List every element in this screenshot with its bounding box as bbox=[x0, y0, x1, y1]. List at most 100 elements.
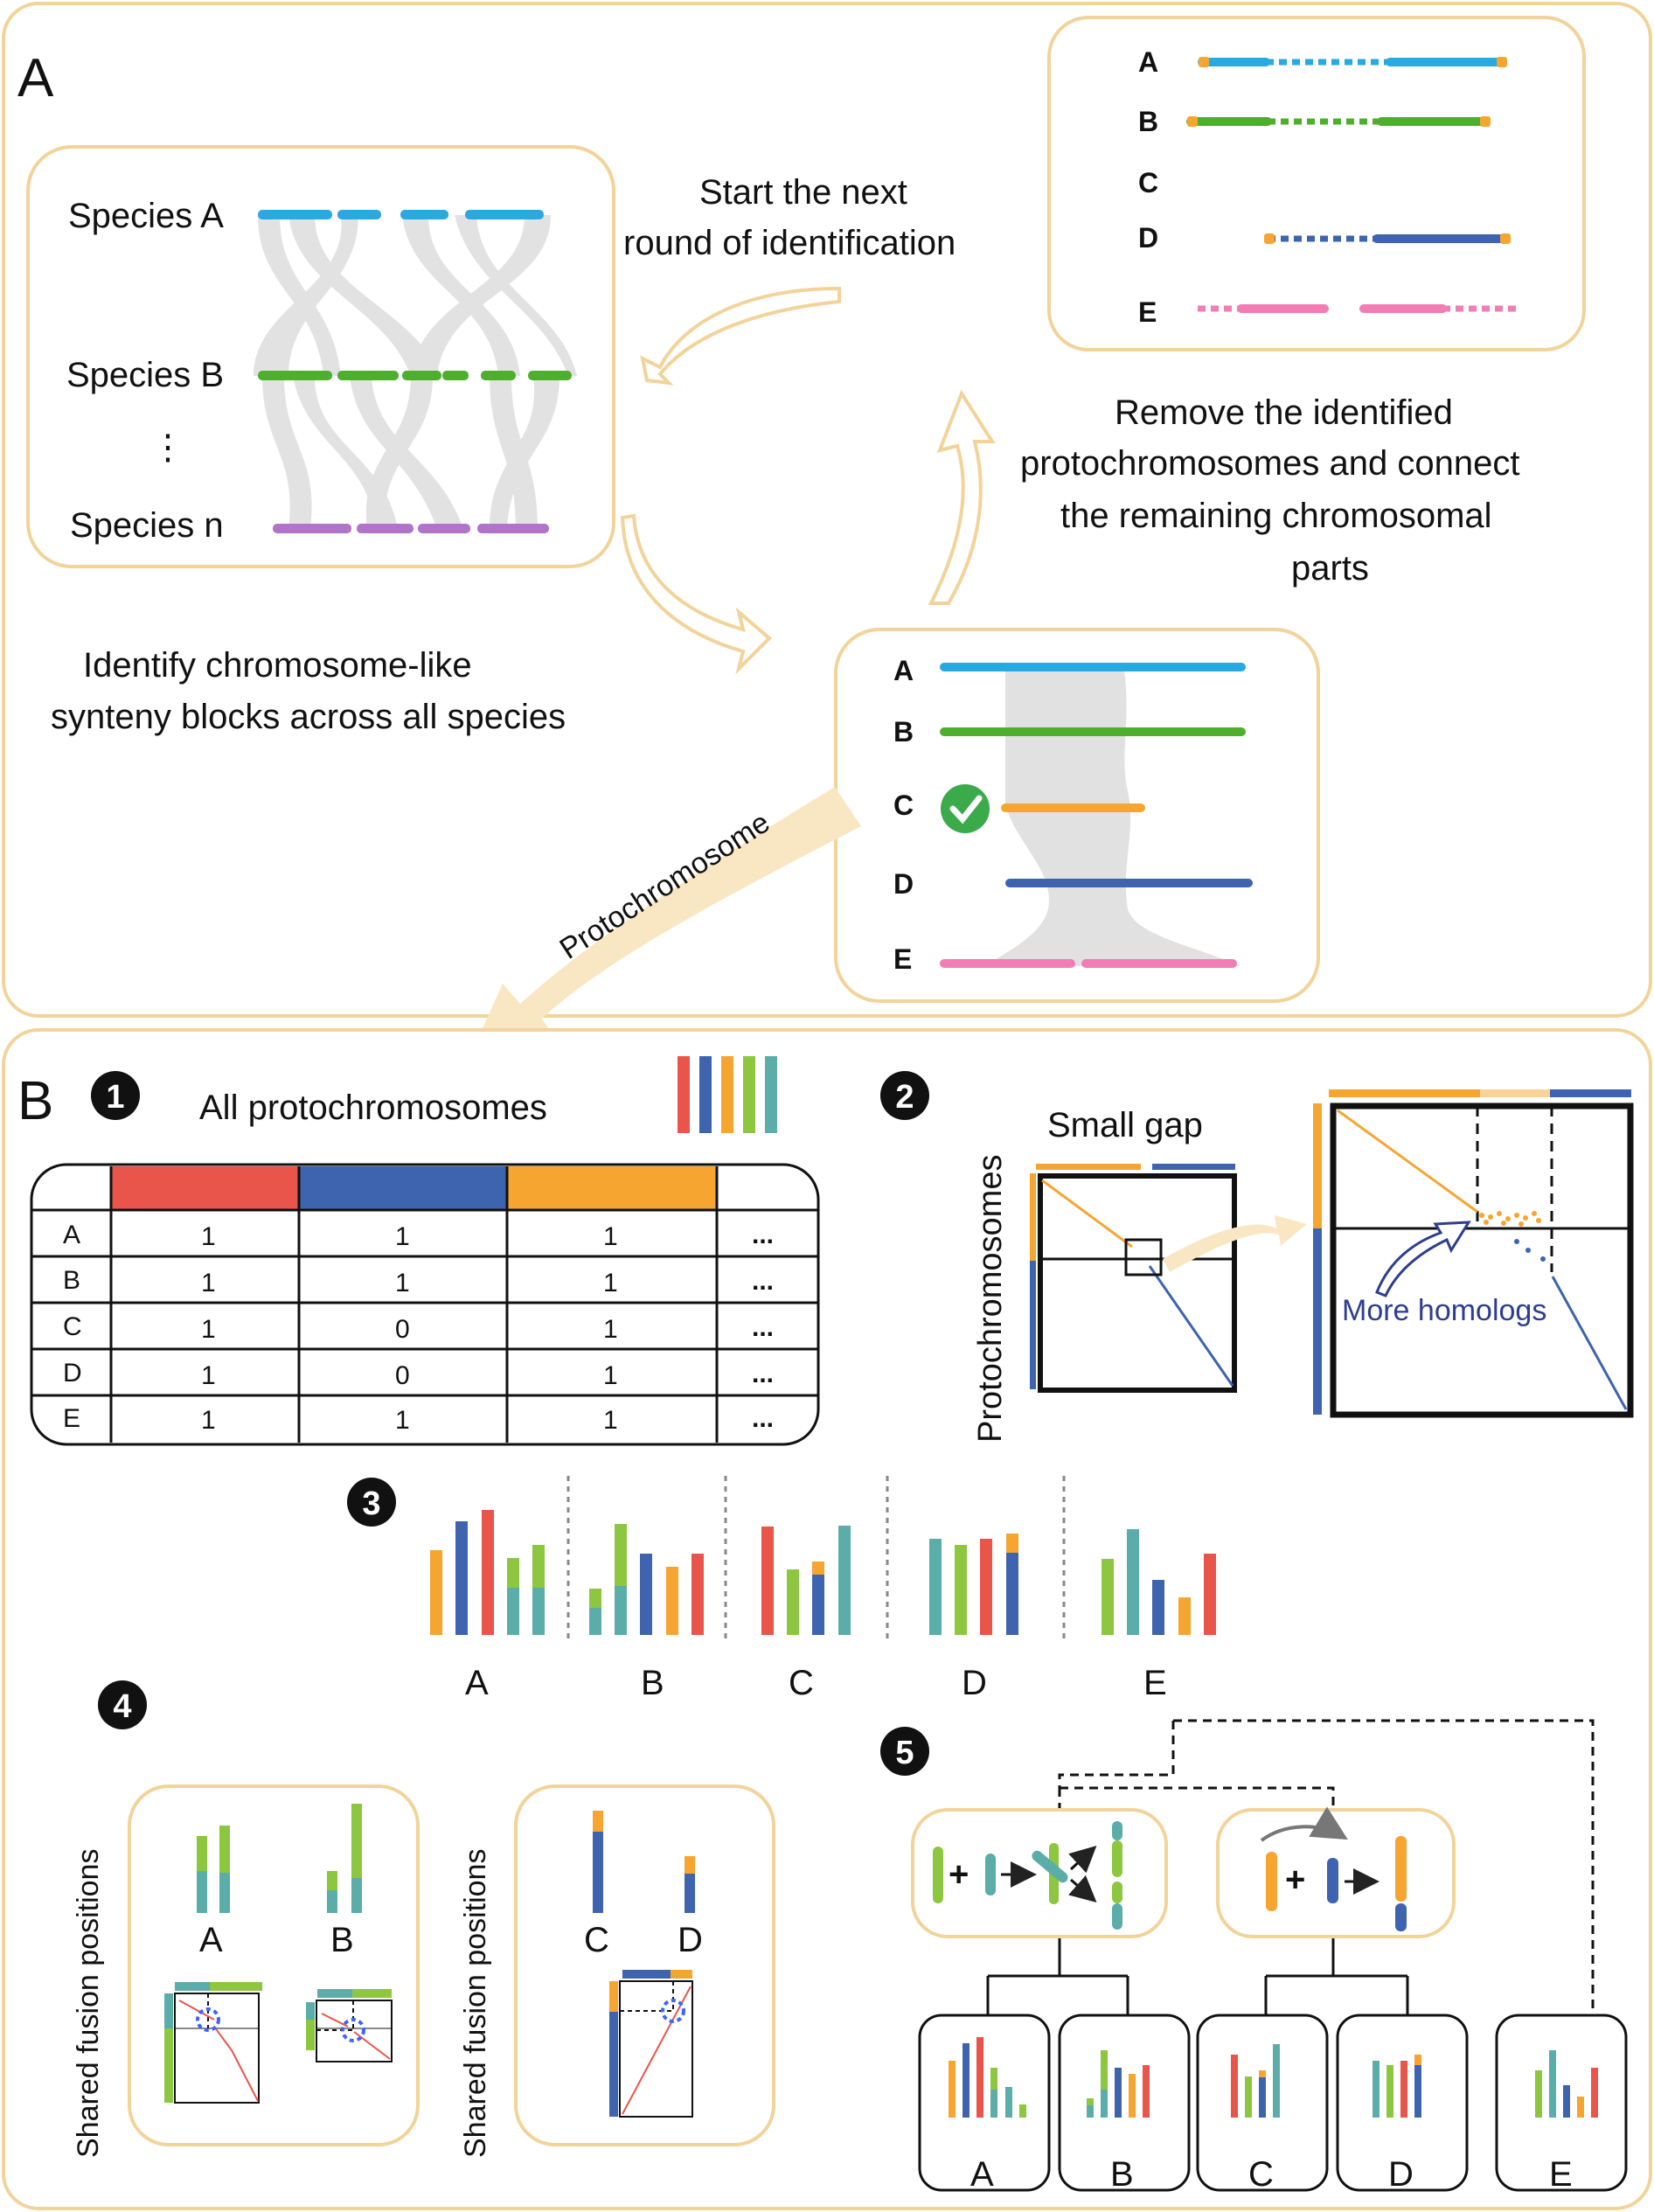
step-3-label-b: B bbox=[641, 1664, 664, 1702]
step-4-label-b: B bbox=[330, 1921, 354, 1959]
remaining-parts-box: A B C D E bbox=[1047, 16, 1586, 351]
step-3-group-e bbox=[1102, 1529, 1216, 1635]
step-5-tree-lines bbox=[986, 1719, 1595, 2053]
leaf-c: C bbox=[1196, 2014, 1329, 2194]
leaf-label-a: A bbox=[970, 2155, 994, 2194]
protochromosome-arrow bbox=[463, 787, 861, 1071]
table-row: C 1 0 1 ... bbox=[63, 1312, 774, 1344]
svg-text:C: C bbox=[63, 1312, 82, 1341]
svg-text:1: 1 bbox=[603, 1361, 618, 1390]
svg-text:1: 1 bbox=[395, 1269, 410, 1297]
svg-text:5: 5 bbox=[895, 1735, 914, 1771]
proto-row-e: E bbox=[893, 943, 912, 975]
step-3-label-e: E bbox=[1143, 1664, 1167, 1702]
step-3-label-c: C bbox=[789, 1664, 814, 1702]
step-3-group-c bbox=[761, 1526, 851, 1635]
species-n-label: Species n bbox=[70, 506, 224, 545]
table-header-blue bbox=[299, 1166, 507, 1210]
species-a-label: Species A bbox=[68, 197, 224, 235]
text-remove-3: the remaining chromosomal bbox=[1060, 497, 1492, 535]
remaining-row-e: E bbox=[1138, 296, 1157, 328]
svg-text:+: + bbox=[1285, 1861, 1305, 1899]
svg-text:E: E bbox=[63, 1404, 80, 1433]
leaf-label-b: B bbox=[1110, 2155, 1134, 2194]
step-2-axis-label: Protochromosomes bbox=[972, 1155, 1009, 1443]
arrow-next-round bbox=[640, 286, 841, 386]
svg-text:...: ... bbox=[752, 1360, 774, 1388]
svg-text:...: ... bbox=[752, 1267, 774, 1296]
step-3-group-a bbox=[430, 1510, 545, 1635]
text-remove-2: protochromosomes and connect bbox=[1020, 444, 1519, 483]
svg-text:1: 1 bbox=[603, 1315, 618, 1344]
svg-text:1: 1 bbox=[201, 1361, 216, 1390]
proto-row-d: D bbox=[893, 868, 914, 900]
panel-a-label: A bbox=[17, 48, 54, 108]
svg-text:1: 1 bbox=[603, 1406, 618, 1435]
panel-b-label: B bbox=[17, 1071, 53, 1131]
text-next-round-1: Start the next bbox=[699, 173, 907, 212]
svg-text:4: 4 bbox=[113, 1688, 131, 1725]
svg-text:1: 1 bbox=[603, 1269, 618, 1297]
remaining-row-c: C bbox=[1138, 167, 1158, 198]
step-2-badge: 2 bbox=[880, 1071, 929, 1120]
svg-text:1: 1 bbox=[201, 1315, 216, 1344]
step-4-label-c: C bbox=[584, 1921, 609, 1959]
svg-text:0: 0 bbox=[395, 1361, 410, 1390]
table-row: B 1 1 1 ... bbox=[63, 1266, 774, 1297]
remaining-row-a: A bbox=[1138, 46, 1158, 78]
svg-text:3: 3 bbox=[362, 1485, 380, 1522]
proto-row-c: C bbox=[893, 790, 914, 821]
leaf-e: E bbox=[1495, 2014, 1628, 2194]
step-1-color-legend bbox=[678, 1056, 777, 1133]
step-1-title: All protochromosomes bbox=[199, 1089, 547, 1127]
fusion-event-box-2: + bbox=[1216, 1806, 1456, 1938]
step-2-small-gap: Small gap bbox=[1047, 1106, 1203, 1144]
species-b-bars bbox=[258, 371, 572, 380]
step-5-badge: 5 bbox=[880, 1727, 929, 1776]
leaf-label-d: D bbox=[1388, 2155, 1414, 2194]
svg-text:1: 1 bbox=[395, 1222, 410, 1251]
dotplot-zoomed bbox=[1313, 1089, 1634, 1418]
presence-table: A 1 1 1 ... B 1 1 1 ... C 1 0 1 ... D 1 … bbox=[30, 1163, 820, 1446]
species-b-label: Species B bbox=[66, 356, 224, 394]
step-4-axis-label-2: Shared fusion positions bbox=[459, 1849, 492, 2158]
homologs-arrow bbox=[1375, 1221, 1471, 1297]
svg-text:...: ... bbox=[752, 1221, 774, 1249]
svg-text:1: 1 bbox=[201, 1222, 216, 1251]
svg-text:...: ... bbox=[752, 1404, 774, 1433]
table-header-red bbox=[111, 1166, 299, 1210]
step-3-bars bbox=[430, 1476, 1216, 1642]
svg-text:B: B bbox=[63, 1266, 80, 1295]
table-row: A 1 1 1 ... bbox=[63, 1221, 774, 1251]
svg-text:1: 1 bbox=[201, 1269, 216, 1297]
text-next-round-2: round of identification bbox=[623, 224, 956, 262]
remaining-row-b: B bbox=[1138, 106, 1158, 137]
species-synteny-box: Species A Species B ⋮ Species n bbox=[26, 145, 615, 568]
species-ellipsis: ⋮ bbox=[150, 428, 185, 467]
protochromosome-ribbon bbox=[983, 666, 1241, 966]
table-row: E 1 1 1 ... bbox=[63, 1404, 774, 1435]
dotplot-small bbox=[1030, 1164, 1237, 1393]
fusion-event-box-1: + bbox=[911, 1808, 1168, 1938]
svg-text:2: 2 bbox=[895, 1079, 914, 1116]
step-3-badge: 3 bbox=[347, 1478, 396, 1527]
species-n-bars bbox=[273, 524, 549, 533]
remaining-row-d: D bbox=[1138, 222, 1158, 254]
species-a-bars bbox=[258, 210, 544, 219]
svg-text:...: ... bbox=[752, 1313, 774, 1342]
svg-text:1: 1 bbox=[201, 1406, 216, 1435]
text-identify-1: Identify chromosome-like bbox=[83, 646, 472, 685]
step-4-axis-label-1: Shared fusion positions bbox=[72, 1849, 105, 2158]
step-2-homologs: More homologs bbox=[1342, 1294, 1546, 1327]
svg-text:+: + bbox=[949, 1855, 969, 1894]
step-4-label-a: A bbox=[199, 1921, 223, 1959]
leaf-label-c: C bbox=[1248, 2155, 1274, 2194]
fusion-box-cd: C D bbox=[514, 1784, 775, 2146]
fusion-box-ab: A B bbox=[128, 1784, 420, 2146]
arrow-remove bbox=[928, 389, 996, 605]
svg-text:0: 0 bbox=[395, 1315, 410, 1344]
step-4-label-d: D bbox=[678, 1921, 703, 1959]
step-3-label-a: A bbox=[465, 1664, 489, 1702]
leaf-d: D bbox=[1336, 2014, 1469, 2194]
